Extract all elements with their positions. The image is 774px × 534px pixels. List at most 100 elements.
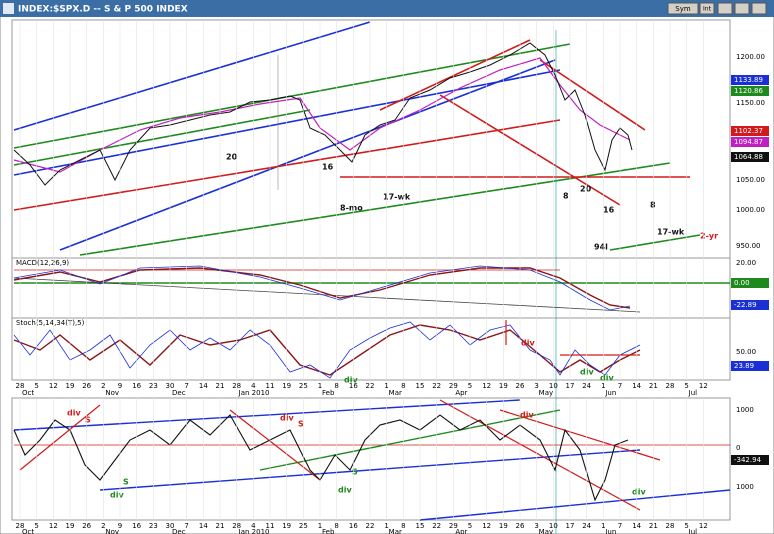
date-label: 26 (82, 382, 91, 390)
annotation: 17-wk (383, 193, 411, 202)
date-label: 21 (649, 522, 658, 530)
month-label: Feb (322, 389, 335, 397)
axis-label: 950.00 (736, 242, 761, 250)
month-label: Nov (105, 528, 119, 534)
axis-label: 20.00 (736, 259, 756, 267)
date-label: 19 (66, 522, 75, 530)
price-flag (731, 152, 769, 162)
axis-label: 1200.00 (736, 53, 765, 61)
panel-label: Stoch(5,14,34(T),5) (16, 319, 85, 327)
month-label: May (539, 389, 553, 397)
date-label: 30 (166, 382, 175, 390)
int-button[interactable] (699, 2, 715, 15)
date-label: 1 (384, 382, 388, 390)
axis-label: 1150.00 (736, 99, 765, 107)
date-label: 16 (132, 382, 141, 390)
date-label: 9 (118, 522, 122, 530)
date-label: 7 (184, 382, 188, 390)
app-icon (3, 3, 14, 14)
annotation: 8 (563, 192, 569, 201)
date-label: 12 (699, 522, 708, 530)
price-trendlines (13, 21, 701, 534)
date-label: 21 (649, 382, 658, 390)
price-flag-label: 1102.37 (734, 127, 763, 135)
sym-button[interactable] (667, 2, 699, 15)
price-flag (731, 278, 769, 288)
price-flag-label: 1133.89 (734, 76, 763, 84)
price-flag (731, 86, 769, 96)
date-label: 1 (318, 522, 322, 530)
axis-label: 1000.00 (736, 206, 765, 214)
minimize-button[interactable] (717, 2, 733, 15)
date-label: 14 (199, 522, 208, 530)
date-label: 17 (566, 382, 575, 390)
annotation: S (352, 468, 358, 477)
title-bar (0, 0, 774, 17)
month-label: Mar (389, 389, 402, 397)
date-label: 21 (216, 382, 225, 390)
date-label: 21 (216, 522, 225, 530)
date-label: 3 (534, 382, 538, 390)
date-label: 11 (266, 522, 275, 530)
price-flag-label: 1094.87 (734, 138, 763, 146)
axis-label: 1000 (736, 483, 754, 491)
date-label: 28 (16, 522, 25, 530)
date-label: 26 (82, 522, 91, 530)
date-label: 23 (149, 382, 158, 390)
date-label: 16 (349, 522, 358, 530)
maximize-button[interactable] (734, 2, 750, 15)
close-button[interactable] (751, 2, 767, 15)
annotation: 20 (580, 185, 592, 194)
date-label: 7 (618, 382, 622, 390)
date-label: 7 (184, 522, 188, 530)
annotation: div (632, 488, 646, 497)
date-label: 4 (251, 382, 256, 390)
date-label: 26 (516, 522, 525, 530)
annotation: S (85, 416, 91, 425)
annotation: div (520, 411, 534, 420)
price-flag-label: 0.00 (734, 279, 750, 287)
price-flag-label: -22.89 (734, 301, 757, 309)
date-label: 25 (299, 522, 308, 530)
date-label: 2 (101, 382, 105, 390)
sym-label[interactable]: Sym (675, 5, 691, 13)
panel-label: MACD(12,26,9) (16, 259, 69, 267)
date-label: 8 (334, 522, 338, 530)
date-label: 1 (601, 382, 605, 390)
annotation: div (280, 414, 294, 423)
annotation: div (600, 374, 614, 383)
date-label: 14 (632, 382, 641, 390)
date-label: 23 (149, 522, 158, 530)
annotation: 20 (226, 153, 238, 162)
date-label: 5 (684, 522, 688, 530)
date-label: 3 (534, 522, 538, 530)
annotation: div (580, 368, 594, 377)
month-label: Apr (455, 528, 467, 534)
date-label: 12 (482, 522, 491, 530)
date-label: 19 (499, 382, 508, 390)
price-flag (731, 126, 769, 136)
date-label: 14 (199, 382, 208, 390)
month-label: Jun (604, 389, 616, 397)
annotation: 94l (594, 243, 608, 252)
date-label: 19 (66, 382, 75, 390)
date-label: 8 (401, 522, 405, 530)
date-label: 12 (49, 522, 58, 530)
month-label: Dec (172, 528, 186, 534)
date-label: 15 (416, 522, 425, 530)
month-label: Oct (22, 389, 34, 397)
price-flag-label: 1064.88 (734, 153, 763, 161)
price-flag (731, 137, 769, 147)
price-flag-label: 1120.86 (734, 87, 763, 95)
date-label: 19 (499, 522, 508, 530)
int-label[interactable]: Int (703, 6, 712, 13)
date-label: 8 (401, 382, 405, 390)
date-label: 28 (16, 382, 25, 390)
date-label: 24 (582, 382, 591, 390)
date-label: 8 (334, 382, 338, 390)
date-label: 22 (432, 382, 441, 390)
date-label: 22 (432, 522, 441, 530)
month-label: Oct (22, 528, 34, 534)
date-label: 16 (349, 382, 358, 390)
